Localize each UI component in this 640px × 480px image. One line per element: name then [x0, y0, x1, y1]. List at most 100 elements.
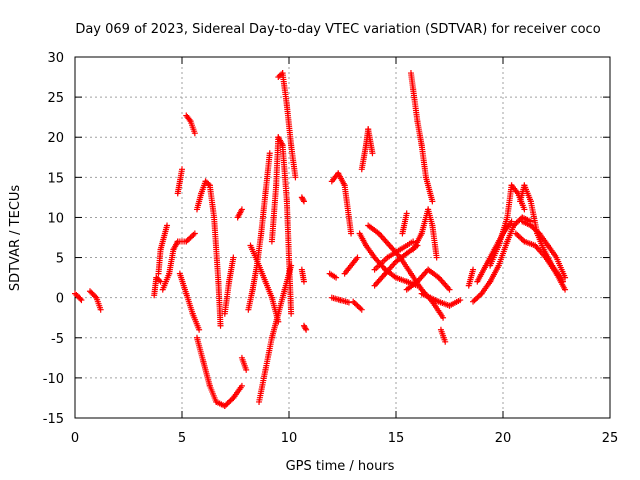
chart-title: Day 069 of 2023, Sidereal Day-to-day VTE… [75, 22, 600, 37]
data-track-arc-13 [238, 354, 250, 373]
data-point-marker [300, 197, 307, 204]
data-track-arc-01 [72, 290, 85, 304]
data-track-arc-26 [350, 298, 365, 313]
y-tick-label: 15 [47, 171, 64, 186]
data-track-arc-11 [221, 254, 237, 317]
data-point-marker [300, 198, 307, 205]
data-point-marker [238, 206, 245, 213]
data-point-marker [230, 254, 237, 261]
y-tick-label: 25 [47, 91, 64, 106]
y-tick-label: -5 [51, 332, 64, 347]
data-track-arc-36 [418, 290, 464, 309]
data-track-arc-37 [437, 326, 449, 345]
data-point-marker [446, 286, 453, 293]
data-point-marker [369, 150, 376, 157]
data-track-arc-08 [183, 112, 198, 137]
data-track-arc-21 [300, 322, 310, 333]
data-track-arc-02 [86, 288, 104, 313]
data-point-marker [164, 222, 171, 229]
data-track-arc-28 [358, 126, 376, 173]
data-point-marker [302, 325, 309, 332]
data-point-marker [243, 366, 250, 373]
data-track-arc-44 [519, 218, 569, 281]
data-point-marker [348, 230, 355, 237]
data-track-arc-18 [275, 70, 299, 181]
data-track-arc-38 [465, 266, 477, 289]
data-track-arc-41 [487, 182, 528, 269]
data-track-arc-10 [193, 334, 245, 409]
data-point-marker [345, 299, 352, 306]
data-track-arc-35 [403, 266, 453, 293]
data-point-marker [429, 198, 436, 205]
data-track-arc-22 [326, 270, 340, 281]
data-point-marker [562, 286, 569, 293]
x-tick-label: 5 [178, 431, 186, 446]
data-point-marker [354, 254, 361, 261]
data-point-marker [196, 326, 203, 333]
data-track-arc-03 [151, 274, 164, 299]
data-track-arc-39 [470, 214, 534, 305]
data-point-marker [292, 174, 299, 181]
data-track-arc-04 [155, 222, 171, 277]
data-point-marker [92, 293, 99, 300]
data-track-arc-12 [234, 206, 245, 221]
data-point-marker [410, 238, 417, 245]
y-tick-label: 30 [47, 51, 64, 66]
data-track-arc-40 [474, 218, 515, 285]
data-point-marker [333, 274, 340, 281]
data-point-marker [238, 382, 245, 389]
data-point-marker [217, 322, 224, 329]
data-point-marker [78, 297, 85, 304]
data-point-marker [300, 278, 307, 285]
data-track-arc-20 [298, 266, 307, 285]
data-point-marker [288, 310, 295, 317]
plot-frame [74, 56, 611, 419]
y-tick-label: 20 [47, 131, 64, 146]
data-track-arc-34 [410, 206, 440, 261]
data-point-marker [358, 306, 365, 313]
y-axis-title: SDTVAR / TECUs [8, 185, 23, 292]
data-track-arc-23 [328, 294, 352, 306]
data-track-arc-33 [407, 70, 436, 205]
data-track-arc-05 [159, 230, 198, 293]
data-track-arc-32 [399, 210, 410, 237]
x-tick-label: 10 [281, 431, 298, 446]
data-point-marker [442, 338, 449, 345]
data-point-marker [191, 130, 198, 137]
data-track-arc-06 [174, 166, 185, 197]
data-point-marker [457, 297, 464, 304]
data-track-arc-25 [341, 254, 361, 277]
data-point-marker [403, 210, 410, 217]
data-point-marker [508, 218, 515, 225]
y-tick-label: 0 [56, 292, 64, 307]
data-point-marker [470, 266, 477, 273]
x-tick-label: 15 [388, 431, 405, 446]
y-tick-label: -15 [43, 412, 64, 427]
x-tick-label: 20 [495, 431, 512, 446]
data-point-marker [433, 254, 440, 261]
data-track-arc-17 [268, 134, 295, 317]
data-track-arc-09 [193, 178, 224, 329]
x-axis-title: GPS time / hours [286, 459, 395, 474]
data-point-marker [77, 295, 84, 302]
data-points [72, 70, 569, 409]
x-tick-label: 25 [602, 431, 619, 446]
data-point-marker [521, 206, 528, 213]
x-tick-label: 0 [71, 431, 79, 446]
data-point-marker [97, 306, 104, 313]
data-point-marker [179, 166, 185, 173]
data-point-marker [266, 150, 273, 157]
data-point-marker [559, 278, 566, 285]
data-point-marker [303, 326, 310, 333]
data-track-arc-19 [298, 194, 307, 205]
data-track-arc-24 [328, 170, 355, 237]
data-track-arc-07 [176, 270, 203, 333]
data-track-arc-31 [371, 238, 417, 273]
data-point-marker [157, 278, 164, 285]
data-point-marker [440, 314, 447, 321]
axis-ticks: 0 5 10 15 20 25 -15 -10 -5 0 5 10 15 20 25 30 [43, 51, 619, 446]
data-point-marker [191, 230, 198, 237]
y-tick-label: 10 [47, 211, 64, 226]
